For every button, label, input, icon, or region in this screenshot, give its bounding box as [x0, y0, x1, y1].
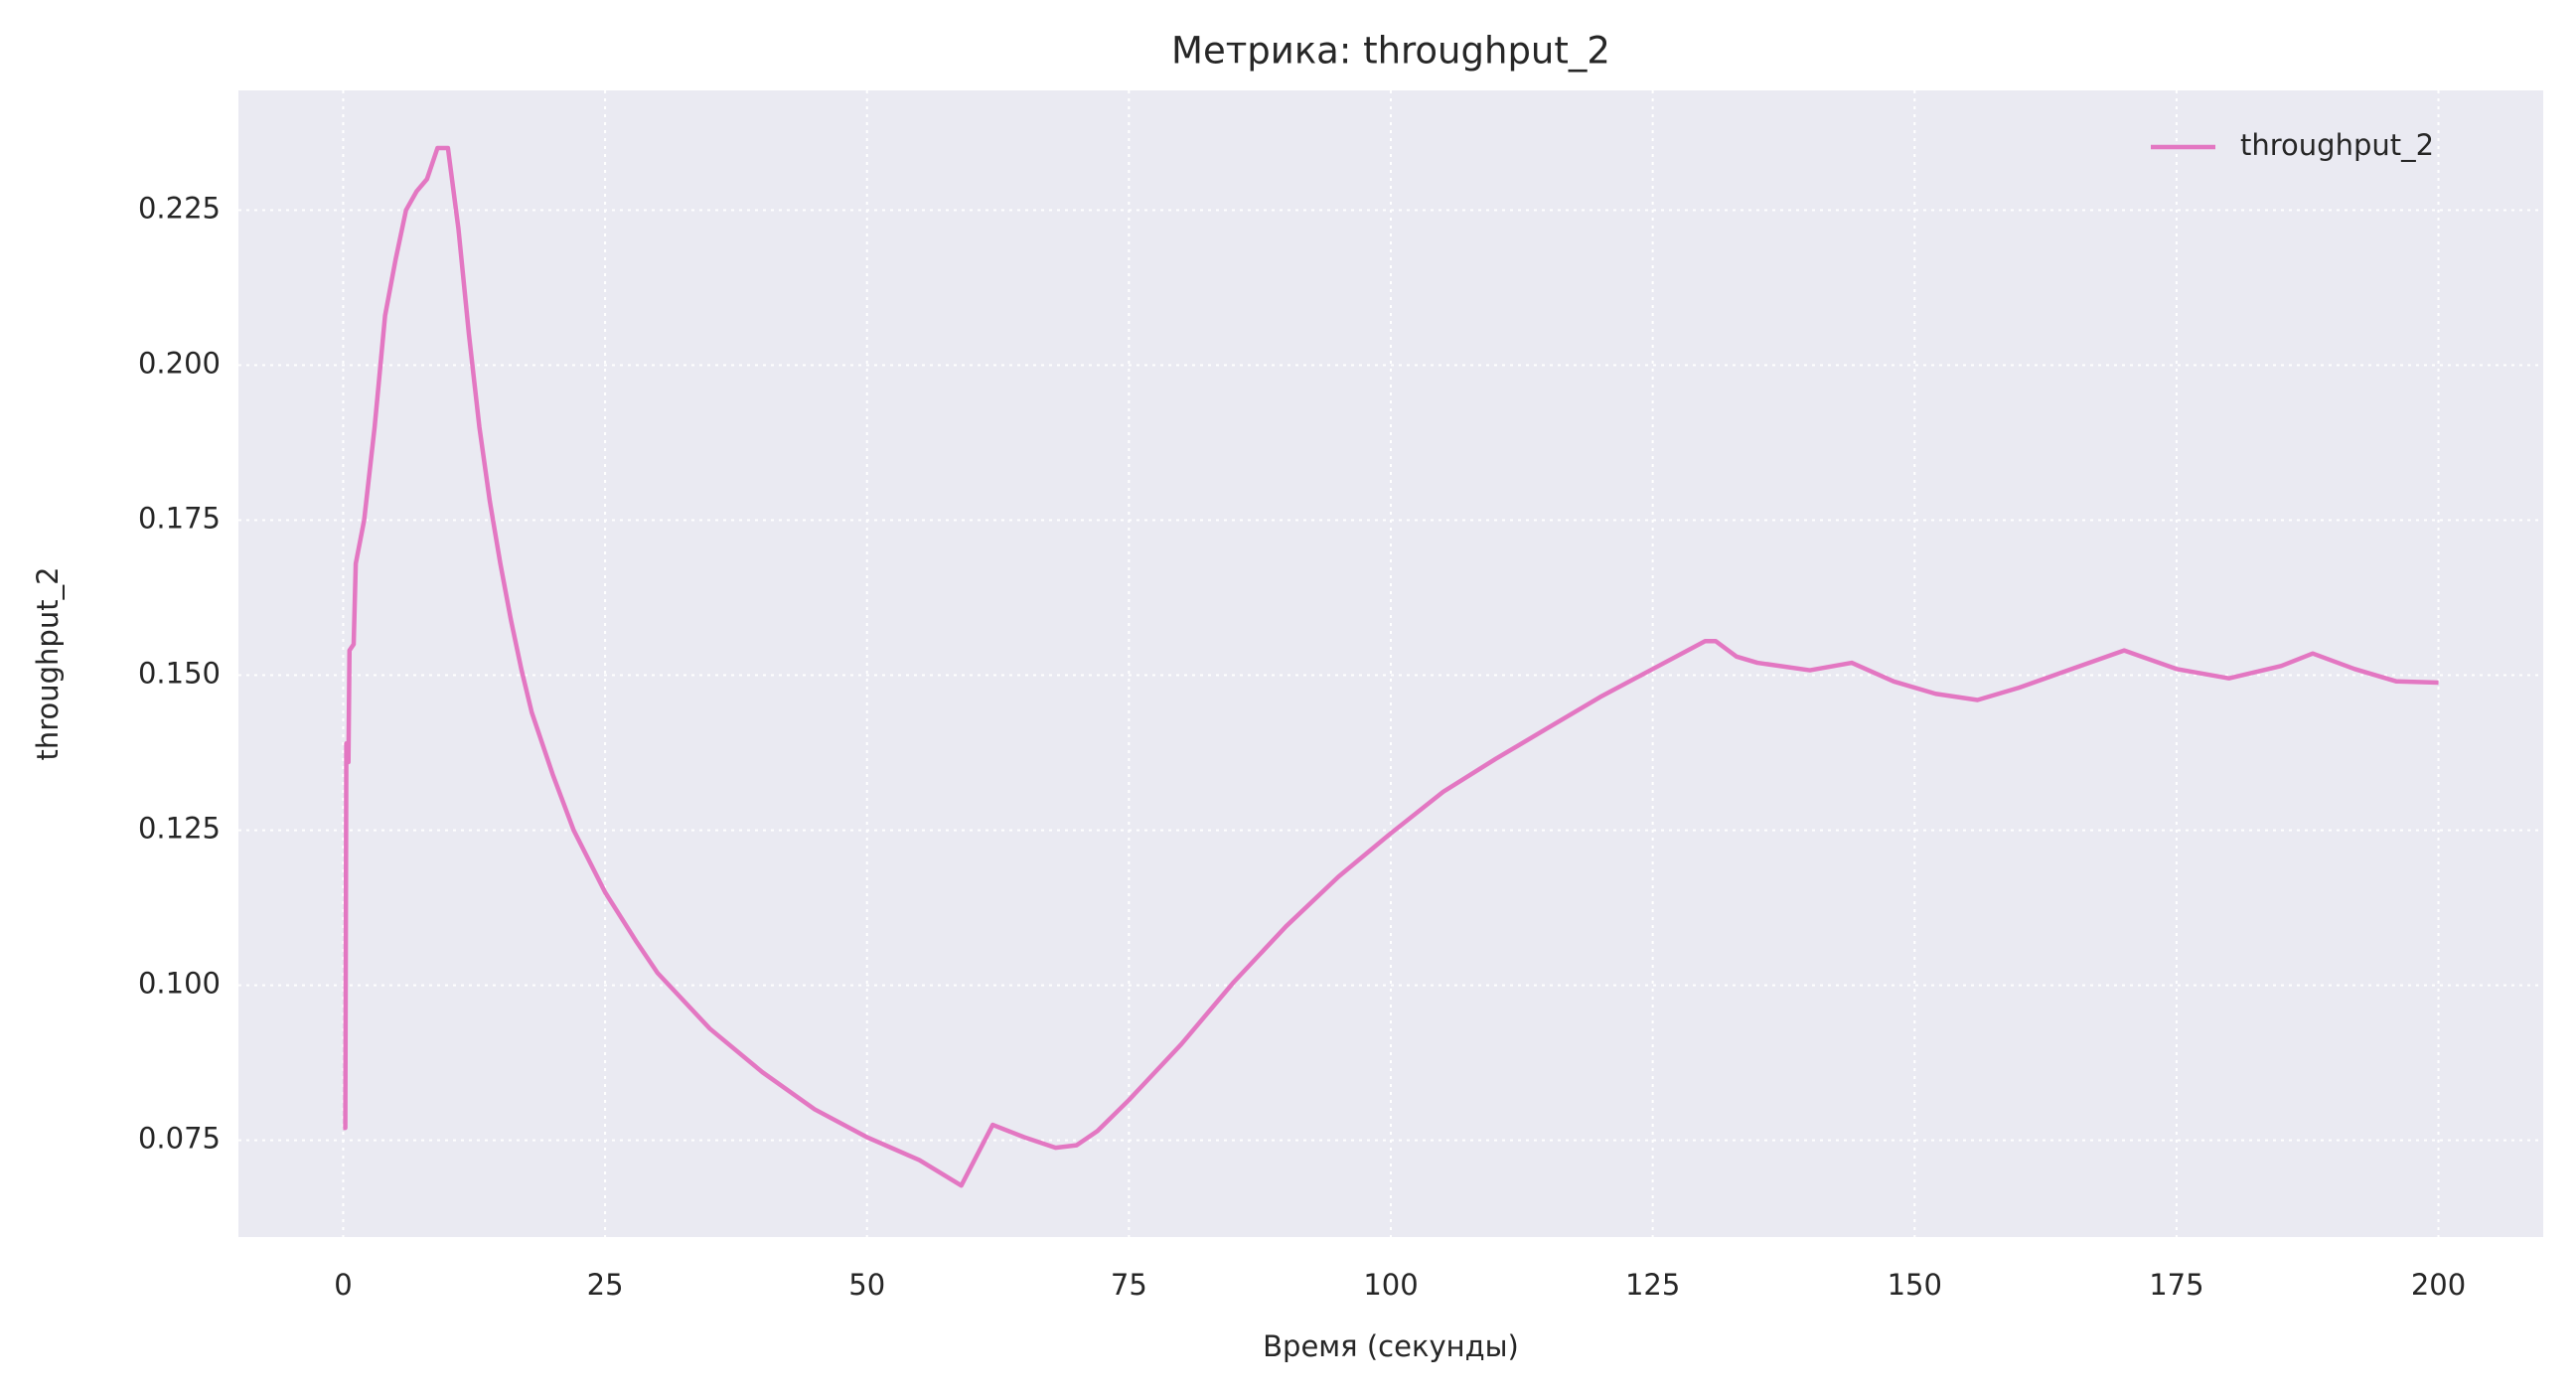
y-axis-label: throughput_2 — [31, 566, 65, 760]
x-tick-label: 175 — [2149, 1268, 2203, 1302]
x-tick-label: 100 — [1363, 1268, 1418, 1302]
x-tick-label: 125 — [1625, 1268, 1680, 1302]
x-tick-label: 150 — [1888, 1268, 1942, 1302]
data-line — [343, 145, 2439, 1188]
y-tick-label: 0.075 — [138, 1122, 221, 1156]
x-tick-label: 0 — [334, 1268, 352, 1302]
x-axis-label: Время (секунды) — [1263, 1329, 1519, 1363]
chart-title: Метрика: throughput_2 — [1171, 30, 1610, 73]
y-tick-label: 0.125 — [138, 812, 221, 846]
x-tick-label: 200 — [2411, 1268, 2466, 1302]
y-tick-label: 0.225 — [138, 191, 221, 225]
x-tick-label: 25 — [587, 1268, 624, 1302]
legend-label: throughput_2 — [2240, 128, 2434, 162]
x-tick-label: 75 — [1111, 1268, 1147, 1302]
y-tick-label: 0.175 — [138, 502, 221, 536]
y-tick-label: 0.100 — [138, 967, 221, 1001]
x-tick-label: 50 — [848, 1268, 885, 1302]
y-tick-label: 0.150 — [138, 657, 221, 691]
y-tick-label: 0.200 — [138, 346, 221, 380]
